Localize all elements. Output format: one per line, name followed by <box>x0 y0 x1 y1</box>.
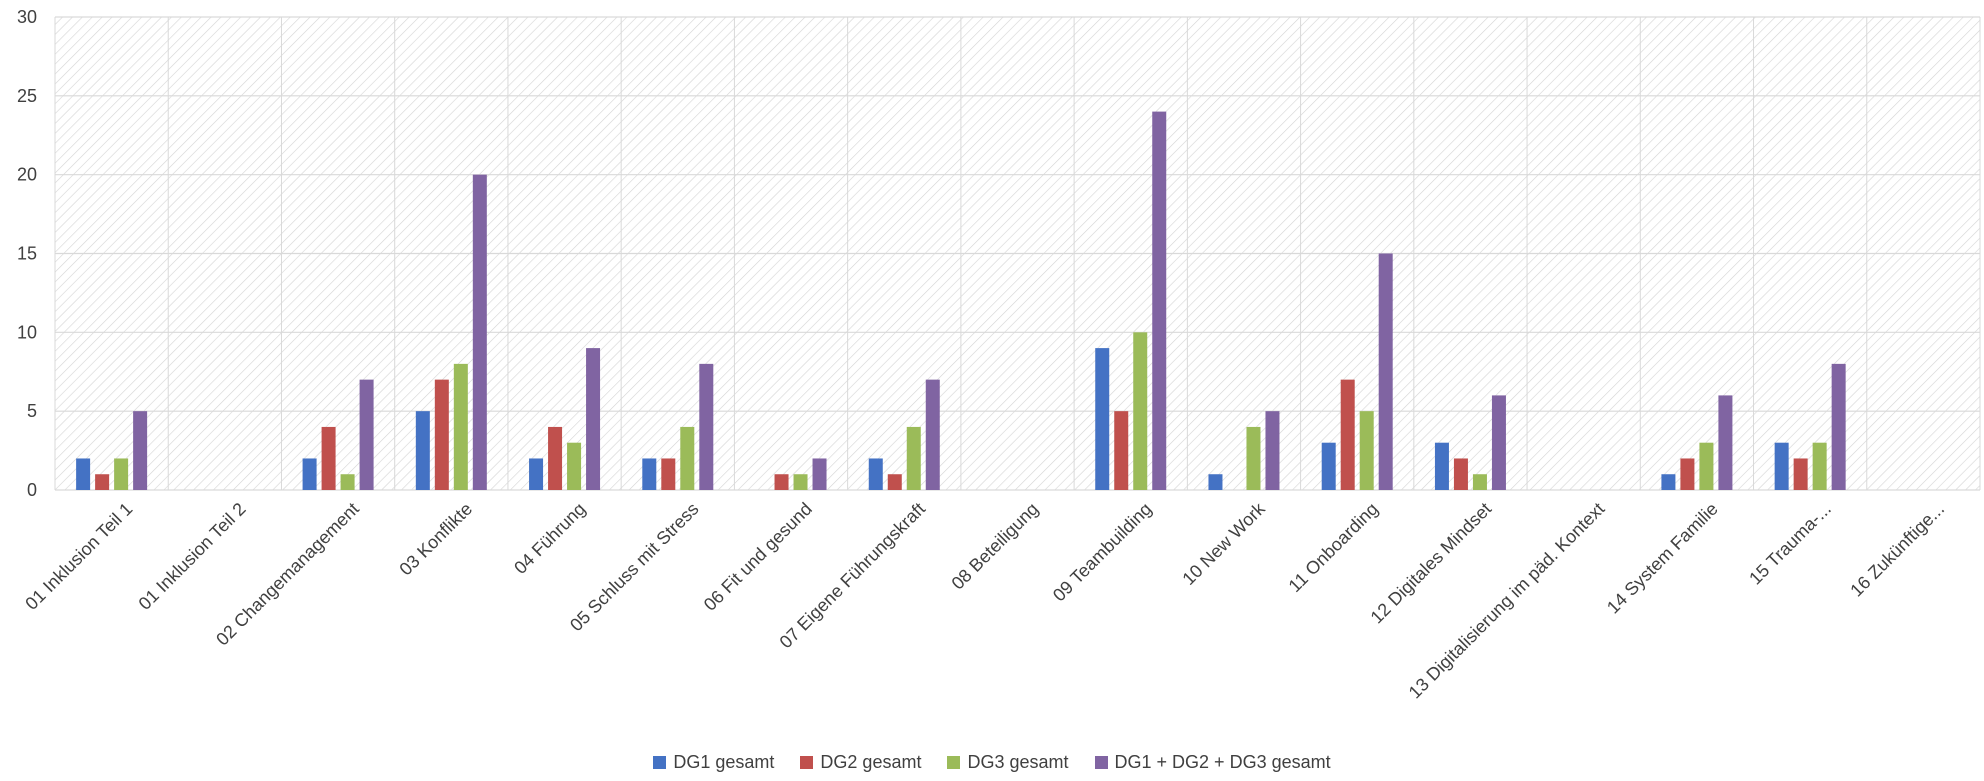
legend-swatch <box>1094 755 1108 769</box>
bar <box>586 348 601 490</box>
legend-swatch <box>653 755 667 769</box>
legend: DG1 gesamt DG2 gesamt DG3 gesamt DG1 + DG2 … <box>0 748 1984 776</box>
legend-item: DG1 + DG2 + DG3 gesamt <box>1094 751 1331 773</box>
bar <box>1378 253 1393 490</box>
bar <box>1340 379 1355 490</box>
bar <box>1246 426 1261 490</box>
x-tick-label: 14 System Familie <box>1603 499 1722 618</box>
x-tick-label: 01 Inklusion Teil 1 <box>21 499 136 614</box>
bar <box>340 474 355 490</box>
bar <box>812 458 827 490</box>
legend-item: DG3 gesamt <box>947 751 1069 773</box>
bar <box>793 474 808 490</box>
y-tick-label: 25 <box>17 86 37 106</box>
bar <box>1434 442 1449 490</box>
x-tick-label: 12 Digitales Mindset <box>1367 499 1496 628</box>
y-tick-label: 15 <box>17 244 37 264</box>
bar <box>1208 474 1223 490</box>
legend-label: DG1 gesamt <box>673 751 775 772</box>
bar <box>302 458 317 490</box>
x-tick-label: 13 Digitalisierung im päd. Kontext <box>1405 499 1609 703</box>
bar <box>642 458 657 490</box>
x-tick-label: 05 Schluss mit Stress <box>566 499 703 636</box>
legend-item: DG2 gesamt <box>800 752 921 773</box>
bar <box>1095 348 1110 490</box>
y-tick-label: 20 <box>17 165 37 185</box>
bar <box>1699 442 1714 490</box>
bar <box>434 379 449 490</box>
bar <box>1831 363 1846 490</box>
bar <box>1321 442 1336 490</box>
legend-item: DG1 gesamt <box>653 752 774 773</box>
x-tick-label: 06 Fit und gesund <box>700 499 816 615</box>
bar <box>1265 411 1280 490</box>
bar <box>567 442 582 490</box>
legend-swatch <box>800 755 814 769</box>
bar <box>661 458 676 490</box>
bar <box>1793 458 1808 490</box>
bar <box>415 411 430 490</box>
x-tick-label: 09 Teambuilding <box>1049 499 1156 606</box>
bar <box>76 458 91 490</box>
bar <box>133 411 148 490</box>
bar <box>1359 411 1374 490</box>
legend-swatch <box>947 755 961 769</box>
bar <box>1774 442 1789 490</box>
bar <box>114 458 129 490</box>
bar <box>1661 474 1676 490</box>
x-tick-label: 01 Inklusion Teil 2 <box>135 499 250 614</box>
y-tick-label: 10 <box>17 322 37 342</box>
bar <box>1812 442 1827 490</box>
bar <box>906 426 921 490</box>
bar <box>680 426 695 490</box>
y-tick-label: 0 <box>27 480 37 500</box>
x-tick-label: 11 Onboarding <box>1285 499 1382 596</box>
bar <box>1718 395 1733 490</box>
x-tick-label: 08 Beteiligung <box>948 499 1043 594</box>
bar <box>868 458 883 490</box>
bar <box>699 363 714 490</box>
bar <box>359 379 374 490</box>
bar <box>1453 458 1468 490</box>
bar <box>321 426 336 490</box>
legend-label: DG3 gesamt <box>967 751 1069 772</box>
bar <box>925 379 940 490</box>
bar <box>548 426 563 490</box>
bar <box>453 363 468 490</box>
legend-label: DG2 gesamt <box>820 751 922 772</box>
bar <box>887 474 902 490</box>
bar <box>1133 332 1148 490</box>
bar <box>1680 458 1695 490</box>
x-tick-label: 10 New Work <box>1178 498 1269 589</box>
x-tick-label: 03 Konflikte <box>395 499 476 580</box>
legend-label: DG1 + DG2 + DG3 gesamt <box>1114 751 1331 772</box>
bar <box>1491 395 1506 490</box>
y-tick-label: 30 <box>17 7 37 27</box>
bar <box>1114 411 1129 490</box>
bar <box>1152 111 1167 490</box>
y-tick-label: 5 <box>27 401 37 421</box>
bar <box>529 458 544 490</box>
x-tick-label: 15 Trauma-... <box>1745 499 1835 589</box>
bar <box>774 474 789 490</box>
x-tick-label: 04 Führung <box>510 499 589 578</box>
bar <box>95 474 110 490</box>
bar <box>472 174 487 490</box>
x-tick-label: 16 Zukünftige... <box>1846 499 1948 601</box>
bar <box>1472 474 1487 490</box>
